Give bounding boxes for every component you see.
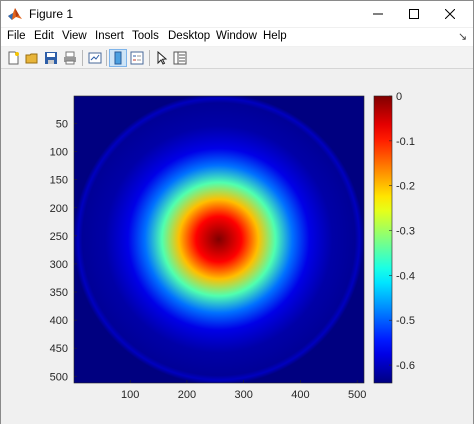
save-button[interactable] <box>42 49 60 67</box>
colorbar-tick-label: -0.4 <box>396 270 415 282</box>
insert-colorbar-icon <box>114 51 122 65</box>
insert-colorbar-button[interactable] <box>109 49 127 67</box>
minimize-button[interactable] <box>361 1 395 27</box>
menu-file[interactable]: File <box>7 30 26 42</box>
figure-toolbar <box>1 47 473 69</box>
insert-legend-button[interactable] <box>128 49 146 67</box>
new-figure-button[interactable] <box>4 49 22 67</box>
link-plot-button[interactable] <box>86 49 104 67</box>
menu-help[interactable]: Help <box>263 30 287 42</box>
property-inspector-icon <box>173 51 187 65</box>
edit-plot-icon <box>157 51 168 65</box>
new-figure-icon <box>8 51 19 65</box>
image-axes[interactable] <box>73 94 365 385</box>
menu-tools[interactable]: Tools <box>132 30 159 42</box>
open-file-icon <box>25 53 38 64</box>
y-tick-label: 350 <box>50 287 68 299</box>
title-bar[interactable]: Figure 1 <box>1 1 473 27</box>
colorbar-tick-label: -0.6 <box>396 360 415 372</box>
x-axis-ticks: 100 200 300 400 500 <box>121 380 366 401</box>
matlab-logo-icon <box>8 8 22 20</box>
colorbar-tick-label: -0.5 <box>396 315 415 327</box>
x-tick-label: 400 <box>291 389 309 401</box>
x-tick-label: 100 <box>121 389 139 401</box>
menu-bar: File Edit View Insert Tools Desktop Wind… <box>1 28 473 46</box>
colorbar-tick-label: -0.2 <box>396 181 415 193</box>
minimize-icon <box>373 13 383 15</box>
close-icon <box>445 9 455 19</box>
y-tick-label: 250 <box>50 231 68 243</box>
menu-overflow-icon[interactable]: ↘ <box>458 31 468 43</box>
x-tick-label: 200 <box>178 389 196 401</box>
y-tick-label: 500 <box>50 371 68 383</box>
y-tick-label: 50 <box>56 119 68 131</box>
menu-desktop[interactable]: Desktop <box>168 30 211 42</box>
colorbar[interactable]: 0 -0.1 -0.2 -0.3 -0.4 -0.5 -0.6 <box>373 91 415 384</box>
y-tick-label: 400 <box>50 315 68 327</box>
maximize-icon <box>409 9 419 19</box>
plot-area[interactable]: 100 200 300 400 500 50 100 150 200 250 300 350 400 4… <box>0 69 472 423</box>
x-tick-label: 500 <box>348 389 366 401</box>
link-plot-icon <box>88 52 102 64</box>
edit-plot-button[interactable] <box>153 49 171 67</box>
axes-frame <box>73 95 365 384</box>
menu-edit[interactable]: Edit <box>34 30 54 42</box>
menu-insert[interactable]: Insert <box>95 30 124 42</box>
maximize-button[interactable] <box>397 1 431 27</box>
x-tick-label: 300 <box>235 389 253 401</box>
y-tick-label: 100 <box>50 147 68 159</box>
open-file-button[interactable] <box>23 49 41 67</box>
window-title: Figure 1 <box>29 7 74 21</box>
y-axis-ticks: 50 100 150 200 250 300 350 400 450 500 <box>50 119 77 383</box>
y-tick-label: 450 <box>50 343 68 355</box>
insert-legend-icon <box>130 51 144 65</box>
y-tick-label: 150 <box>50 175 68 187</box>
colorbar-tick-label: 0 <box>396 91 402 103</box>
menu-view[interactable]: View <box>62 30 87 42</box>
menu-window[interactable]: Window <box>216 30 257 42</box>
toolbar-separator <box>149 50 150 66</box>
property-inspector-button[interactable] <box>171 49 189 67</box>
print-icon <box>64 51 76 65</box>
colorbar-scale <box>373 95 393 384</box>
field-image <box>74 96 364 383</box>
toolbar-separator <box>82 50 83 66</box>
colorbar-tick-label: -0.3 <box>396 226 415 238</box>
print-button[interactable] <box>61 49 79 67</box>
colorbar-tick-label: -0.1 <box>396 136 415 148</box>
close-button[interactable] <box>433 1 467 27</box>
y-tick-label: 300 <box>50 259 68 271</box>
y-tick-label: 200 <box>50 203 68 215</box>
toolbar-separator <box>106 50 107 66</box>
save-icon <box>45 52 57 64</box>
